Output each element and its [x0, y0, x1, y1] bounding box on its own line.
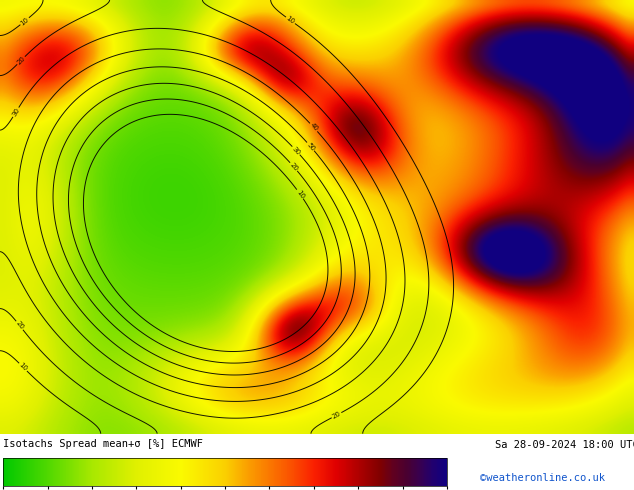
- Text: Isotachs Spread mean+σ [%] ECMWF: Isotachs Spread mean+σ [%] ECMWF: [3, 439, 203, 449]
- Text: 30: 30: [11, 107, 21, 118]
- Text: 40: 40: [309, 122, 319, 133]
- Text: 20: 20: [331, 411, 342, 420]
- Text: 10: 10: [295, 189, 305, 199]
- Text: 20: 20: [16, 55, 26, 66]
- Text: 10: 10: [18, 362, 29, 372]
- Text: 50: 50: [306, 141, 316, 152]
- Text: 10: 10: [19, 16, 30, 26]
- Text: 20: 20: [15, 320, 25, 331]
- Text: ©weatheronline.co.uk: ©weatheronline.co.uk: [479, 472, 605, 483]
- Text: Sa 28-09-2024 18:00 UTC (12+150): Sa 28-09-2024 18:00 UTC (12+150): [495, 439, 634, 449]
- Text: 20: 20: [288, 162, 299, 172]
- Text: 30: 30: [291, 145, 301, 156]
- Text: 10: 10: [285, 15, 296, 25]
